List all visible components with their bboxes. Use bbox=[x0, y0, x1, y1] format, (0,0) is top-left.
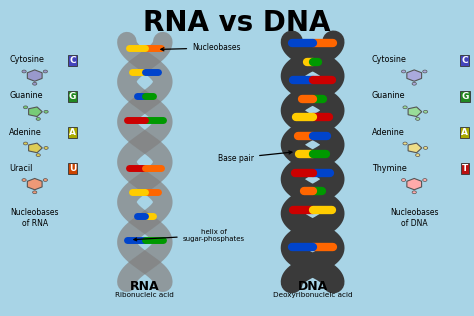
Circle shape bbox=[44, 110, 48, 113]
Text: DNA: DNA bbox=[298, 280, 328, 293]
Circle shape bbox=[403, 106, 407, 109]
Text: C: C bbox=[69, 56, 76, 65]
Text: RNA: RNA bbox=[130, 280, 160, 293]
Polygon shape bbox=[408, 107, 422, 117]
Text: A: A bbox=[69, 128, 76, 137]
Text: U: U bbox=[69, 164, 76, 173]
Text: Cytosine: Cytosine bbox=[9, 55, 44, 64]
Circle shape bbox=[33, 82, 37, 85]
Text: T: T bbox=[462, 164, 468, 173]
Text: Uracil: Uracil bbox=[9, 164, 33, 173]
Text: Nucleobases
of RNA: Nucleobases of RNA bbox=[10, 208, 59, 228]
Text: A: A bbox=[461, 128, 468, 137]
Text: Nucleobases: Nucleobases bbox=[161, 43, 241, 52]
Polygon shape bbox=[28, 107, 42, 117]
Circle shape bbox=[423, 179, 427, 181]
Polygon shape bbox=[407, 179, 421, 190]
Circle shape bbox=[36, 154, 40, 156]
Circle shape bbox=[416, 118, 420, 120]
Circle shape bbox=[423, 70, 427, 73]
Text: Deoxyribonucleic acid: Deoxyribonucleic acid bbox=[273, 292, 353, 298]
Text: G: G bbox=[461, 92, 468, 101]
Text: Thymine: Thymine bbox=[372, 164, 406, 173]
Circle shape bbox=[22, 179, 26, 181]
Text: RNA vs DNA: RNA vs DNA bbox=[143, 9, 331, 37]
Text: Ribonucleic acid: Ribonucleic acid bbox=[115, 292, 174, 298]
Polygon shape bbox=[27, 179, 42, 190]
Text: Cytosine: Cytosine bbox=[372, 55, 407, 64]
Circle shape bbox=[412, 191, 416, 194]
Circle shape bbox=[33, 191, 37, 194]
Circle shape bbox=[403, 142, 407, 145]
Circle shape bbox=[423, 110, 428, 113]
Circle shape bbox=[412, 82, 416, 85]
Text: Base pair: Base pair bbox=[218, 151, 292, 162]
Circle shape bbox=[401, 70, 406, 73]
Text: Guanine: Guanine bbox=[9, 91, 43, 100]
Circle shape bbox=[23, 142, 27, 145]
Text: Guanine: Guanine bbox=[372, 91, 405, 100]
Text: Nucleobases
of DNA: Nucleobases of DNA bbox=[390, 208, 438, 228]
Text: Adenine: Adenine bbox=[372, 128, 404, 137]
Polygon shape bbox=[407, 70, 421, 81]
Polygon shape bbox=[27, 70, 42, 81]
Text: C: C bbox=[462, 56, 468, 65]
Circle shape bbox=[44, 147, 48, 149]
Polygon shape bbox=[408, 143, 422, 153]
Polygon shape bbox=[28, 143, 42, 153]
Circle shape bbox=[401, 179, 406, 181]
Circle shape bbox=[43, 70, 47, 73]
Circle shape bbox=[423, 147, 428, 149]
Text: helix of
sugar-phosphates: helix of sugar-phosphates bbox=[134, 228, 245, 241]
Circle shape bbox=[43, 179, 47, 181]
Circle shape bbox=[416, 154, 420, 156]
Circle shape bbox=[22, 70, 26, 73]
Circle shape bbox=[23, 106, 27, 109]
Circle shape bbox=[36, 118, 40, 120]
Text: G: G bbox=[69, 92, 76, 101]
Text: Adenine: Adenine bbox=[9, 128, 42, 137]
